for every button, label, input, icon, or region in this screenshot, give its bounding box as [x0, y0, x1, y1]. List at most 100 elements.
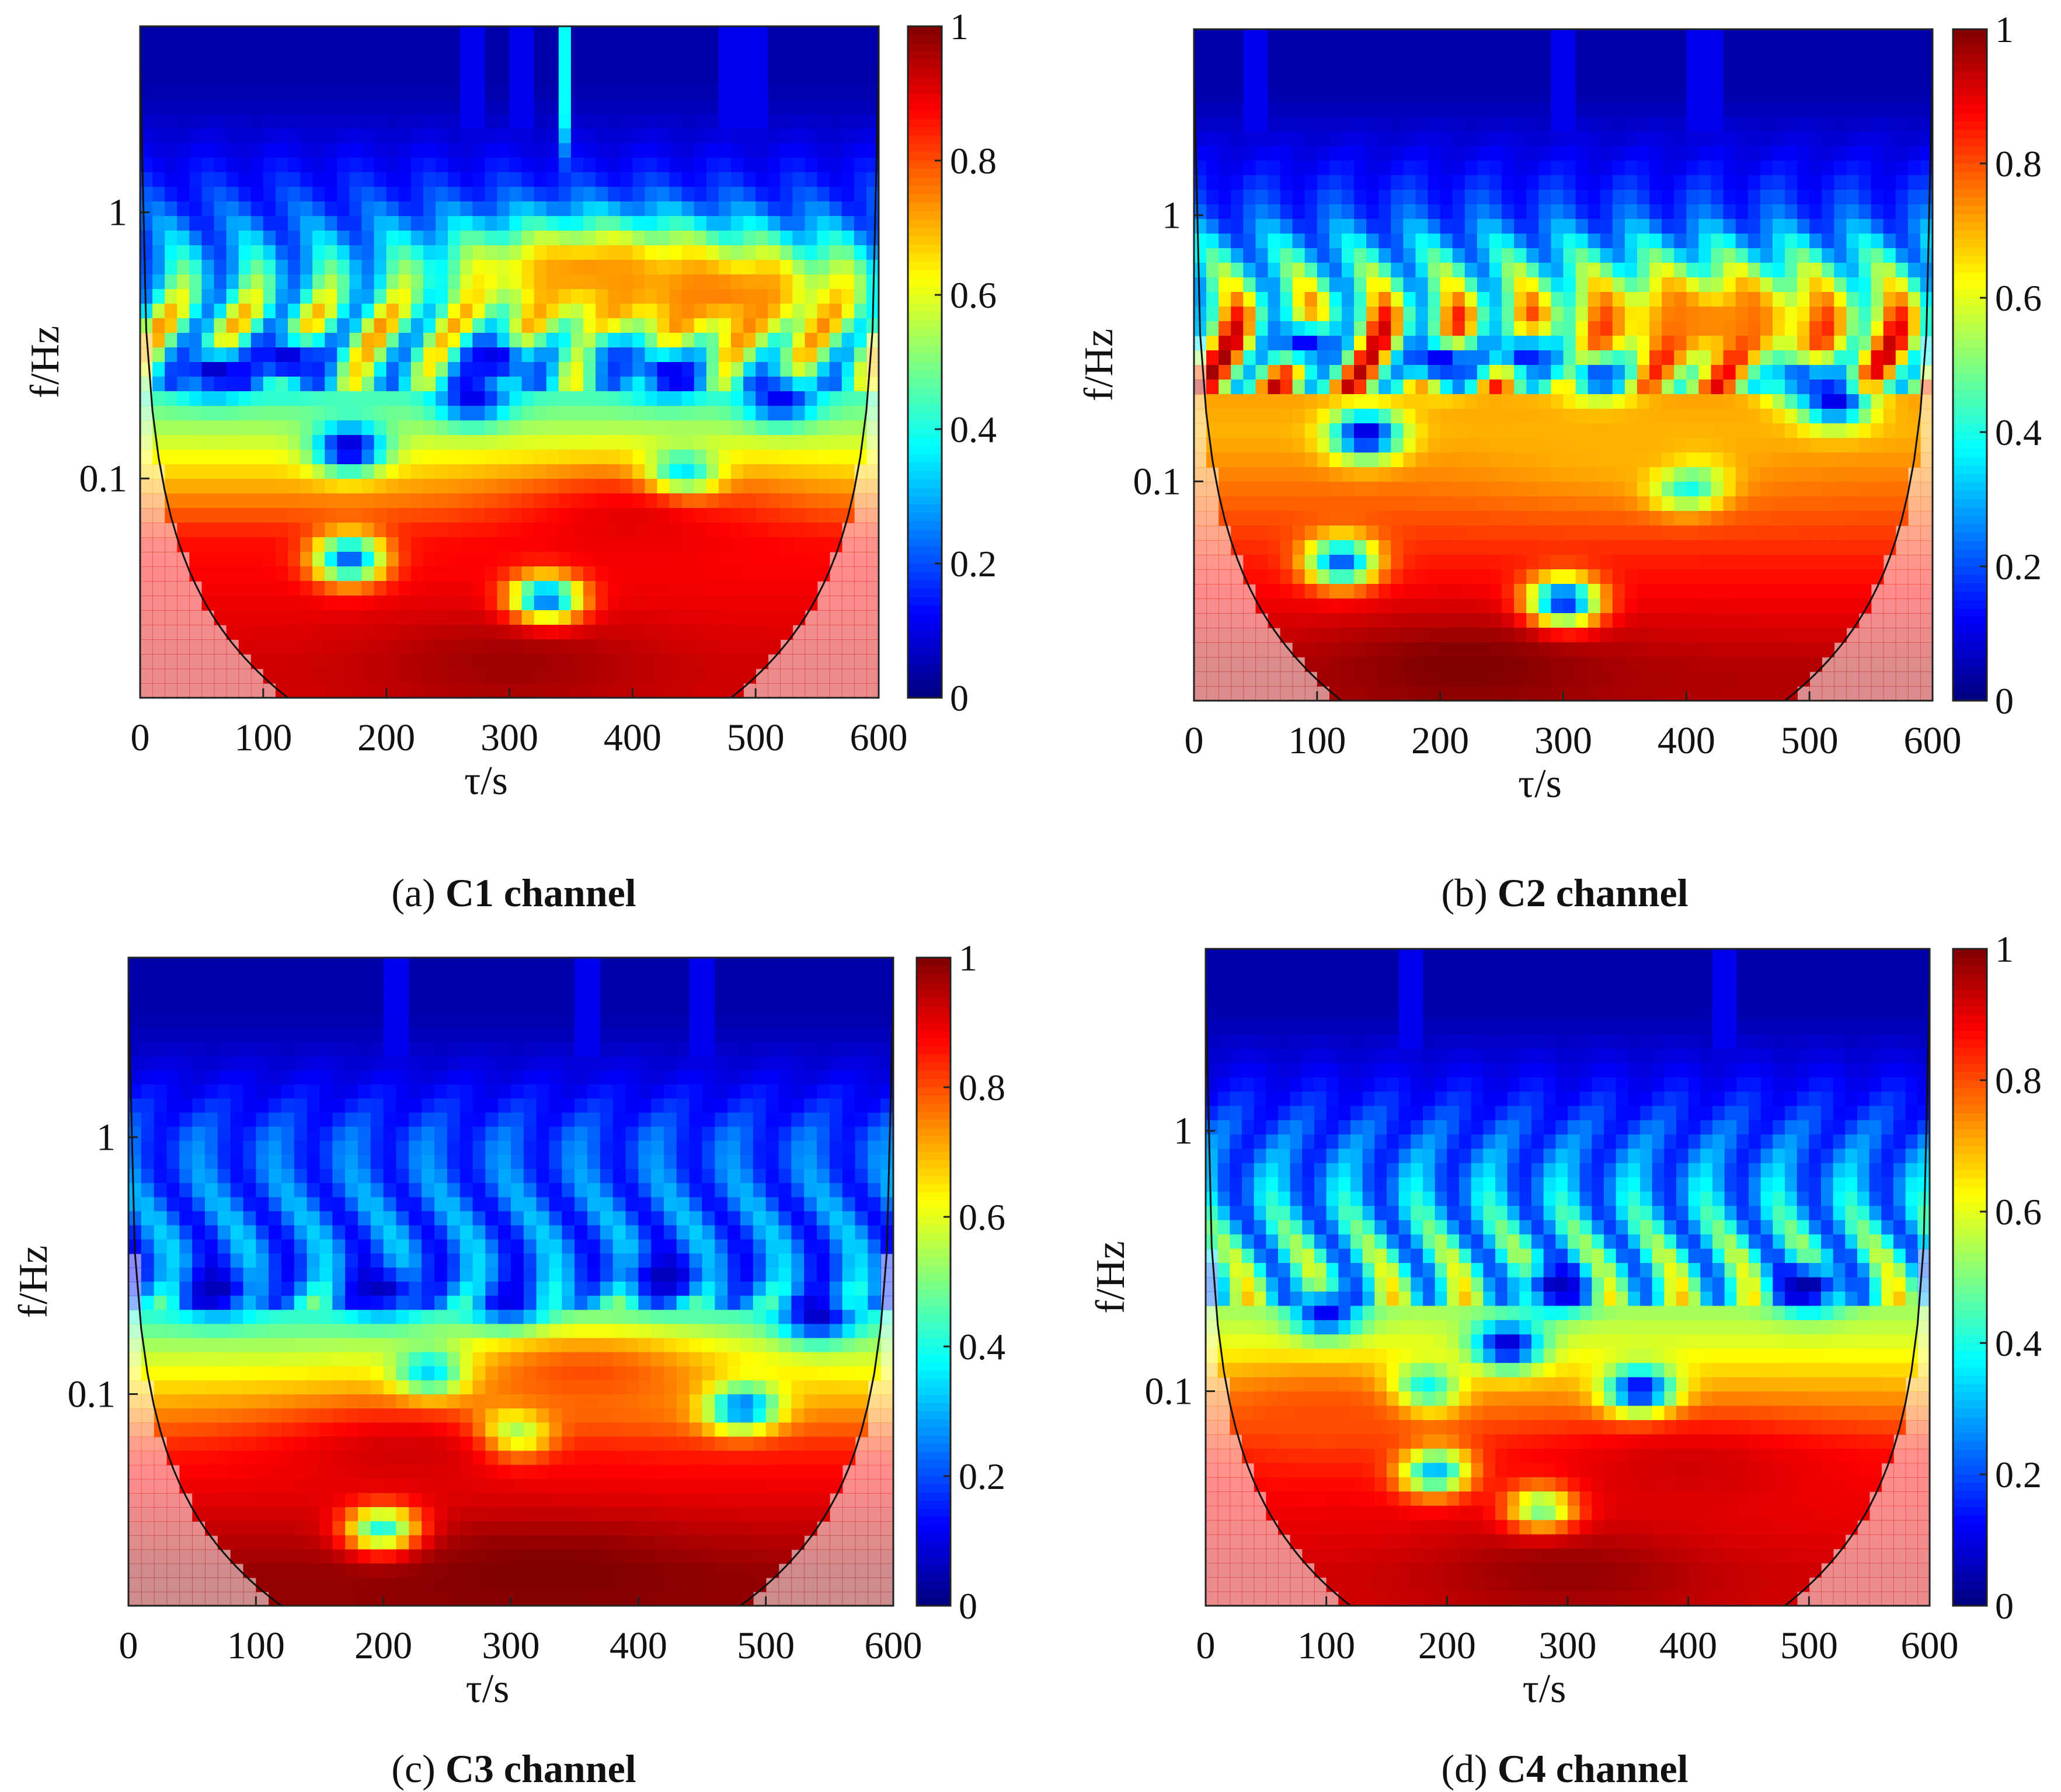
heatmap-cell	[239, 391, 252, 406]
heatmap-cell	[140, 260, 153, 275]
heatmap-cell	[608, 274, 621, 290]
heatmap-cell	[866, 41, 879, 56]
heatmap-cell	[251, 435, 264, 450]
heatmap-cell	[1600, 599, 1613, 614]
heatmap-cell	[325, 172, 337, 187]
heatmap-cell	[731, 85, 744, 100]
heatmap-cell	[731, 464, 744, 479]
heatmap-cell	[510, 669, 523, 684]
heatmap-cell	[201, 216, 214, 231]
heatmap-cell	[1613, 117, 1625, 132]
heatmap-cell	[682, 479, 695, 494]
heatmap-cell	[1317, 394, 1330, 409]
heatmap-cell	[399, 128, 412, 144]
heatmap-cell	[1649, 190, 1662, 205]
heatmap-cell	[1502, 146, 1515, 161]
heatmap-cell	[140, 231, 153, 246]
heatmap-cell	[1391, 394, 1404, 409]
heatmap-cell	[1342, 628, 1355, 643]
colorbar-segment	[908, 93, 942, 102]
heatmap-cell	[608, 333, 621, 348]
heatmap-cell	[1317, 219, 1330, 234]
heatmap-cell	[571, 85, 584, 100]
heatmap-cell	[1662, 423, 1674, 439]
heatmap-cell	[1219, 307, 1231, 322]
heatmap-cell	[559, 508, 572, 523]
heatmap-cell	[1329, 467, 1342, 482]
heatmap-cell	[1403, 657, 1416, 672]
heatmap-cell	[571, 318, 584, 333]
heatmap-cell	[1576, 277, 1589, 293]
heatmap-cell	[682, 245, 695, 260]
heatmap-cell	[1231, 44, 1244, 59]
heatmap-cell	[1428, 365, 1441, 380]
heatmap-cell	[165, 610, 177, 625]
heatmap-cell	[1588, 555, 1601, 570]
heatmap-cell	[768, 464, 781, 479]
heatmap-cell	[1686, 248, 1699, 263]
heatmap-cell	[1724, 204, 1736, 220]
heatmap-cell	[1194, 496, 1207, 511]
heatmap-cell	[1489, 102, 1502, 117]
heatmap-cell	[263, 391, 276, 406]
heatmap-cell	[1255, 321, 1268, 336]
heatmap-cell	[1378, 599, 1391, 614]
heatmap-cell	[485, 537, 497, 552]
heatmap-cell	[288, 450, 301, 465]
heatmap-cell	[694, 552, 707, 567]
heatmap-cell	[743, 333, 756, 348]
heatmap-cell	[263, 406, 276, 421]
heatmap-cell	[1342, 526, 1355, 541]
heatmap-cell	[768, 537, 781, 552]
heatmap-cell	[239, 304, 252, 319]
heatmap-cell	[1403, 146, 1416, 161]
heatmap-cell	[423, 610, 436, 625]
heatmap-cell	[239, 610, 252, 625]
heatmap-cell	[805, 289, 818, 304]
heatmap-cell	[1378, 686, 1391, 701]
heatmap-cell	[1354, 263, 1367, 278]
heatmap-cell	[1403, 29, 1416, 44]
heatmap-cell	[423, 26, 436, 41]
heatmap-cell	[251, 274, 264, 290]
heatmap-cell	[719, 143, 732, 158]
heatmap-cell	[1514, 73, 1527, 88]
heatmap-cell	[288, 639, 301, 655]
heatmap-cell	[1576, 219, 1589, 234]
heatmap-cell	[423, 158, 436, 173]
heatmap-cell	[706, 231, 719, 246]
heatmap-cell	[1564, 628, 1576, 643]
heatmap-cell	[546, 406, 559, 421]
heatmap-cell	[1440, 336, 1453, 351]
heatmap-cell	[423, 41, 436, 56]
heatmap-cell	[1662, 307, 1674, 322]
heatmap-cell	[534, 362, 547, 377]
heatmap-cell	[854, 391, 867, 406]
heatmap-cell	[694, 596, 707, 611]
heatmap-cell	[214, 201, 227, 217]
heatmap-cell	[719, 435, 732, 450]
heatmap-cell	[152, 274, 165, 290]
heatmap-cell	[694, 85, 707, 100]
heatmap-cell	[1231, 175, 1244, 190]
heatmap-cell	[362, 625, 375, 640]
heatmap-cell	[657, 450, 670, 465]
heatmap-cell	[842, 245, 855, 260]
heatmap-cell	[1354, 336, 1367, 351]
heatmap-cell	[1698, 467, 1711, 482]
heatmap-cell	[436, 683, 448, 698]
heatmap-cell	[227, 479, 239, 494]
heatmap-cell	[1366, 613, 1379, 628]
heatmap-cell	[1268, 569, 1281, 584]
heatmap-cell	[1206, 365, 1219, 380]
heatmap-cell	[423, 362, 436, 377]
heatmap-cell	[1502, 657, 1515, 672]
heatmap-cell	[1674, 321, 1687, 336]
heatmap-cell	[1403, 190, 1416, 205]
heatmap-cell	[1465, 482, 1478, 497]
heatmap-cell	[227, 523, 239, 538]
heatmap-cell	[1600, 277, 1613, 293]
heatmap-cell	[1649, 642, 1662, 657]
heatmap-cell	[300, 362, 313, 377]
heatmap-cell	[645, 537, 657, 552]
